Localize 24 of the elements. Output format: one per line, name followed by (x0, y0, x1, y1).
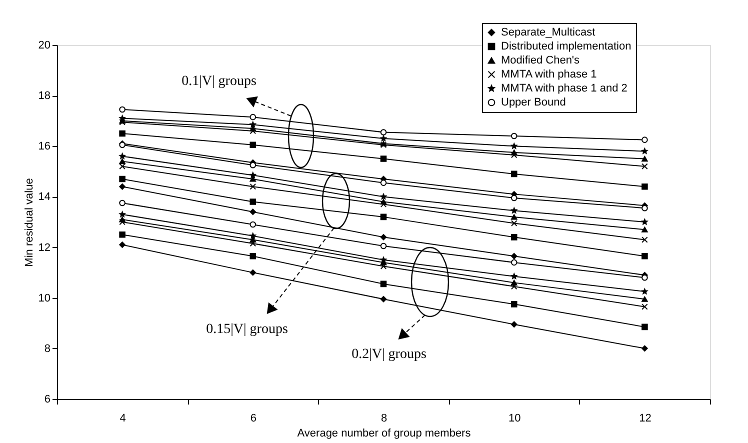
y-tick-label: 18 (38, 90, 50, 102)
legend-label: MMTA with phase 1 (501, 68, 597, 80)
y-axis-title: Min residual value (23, 178, 36, 267)
y-tick-label: 14 (38, 191, 50, 204)
legend-label: Separate_Multicast (501, 26, 596, 38)
annotation: 0.2|V| groups (352, 347, 426, 362)
x-tick-label: 6 (250, 412, 256, 424)
legend-label: MMTA with phase 1 and 2 (501, 82, 628, 94)
annotation: 0.1|V| groups (182, 74, 256, 89)
legend-label: Distributed implementation (501, 40, 632, 52)
x-tick-label: 12 (639, 412, 652, 424)
y-tick-label: 20 (38, 40, 50, 52)
y-tick-label: 12 (38, 242, 50, 254)
x-tick-label: 8 (380, 412, 388, 424)
y-tick-label: 8 (44, 342, 50, 355)
x-tick-label: 4 (120, 412, 126, 424)
x-axis-title: Average number of group members (297, 428, 472, 440)
x-tick-label: 10 (508, 412, 521, 424)
y-tick-label: 16 (38, 140, 50, 153)
y-tick-label: 10 (38, 292, 50, 304)
y-tick-label: 6 (44, 394, 50, 406)
annotation: 0.15|V| groups (206, 322, 288, 337)
legend-label: Modified Chen's (501, 54, 580, 66)
legend-label: Upper Bound (501, 96, 566, 108)
